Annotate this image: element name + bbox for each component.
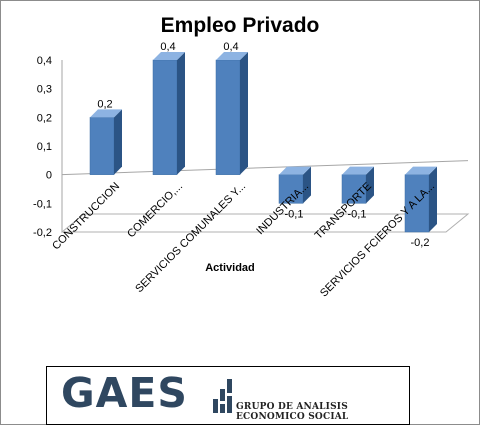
bar-side (366, 166, 374, 204)
x-axis-label: Actividad (205, 262, 255, 274)
bar-side (240, 52, 248, 175)
bar-side (303, 166, 311, 204)
bar (341, 174, 367, 204)
logo-subtitle: GRUPO DE ANALISIS ECONOMICO SOCIAL (236, 402, 349, 422)
bar-side (429, 166, 437, 232)
x-tick-label: SERVICIOS COMUNALES Y... (133, 180, 248, 295)
bar-top (279, 166, 311, 175)
y-tick-label: 0,2 (37, 112, 52, 124)
data-label: 0,4 (223, 41, 238, 53)
x-tick-label: COMERCIO,... (125, 180, 185, 240)
data-label: 0,2 (97, 98, 112, 110)
y-tick-label: 0,1 (37, 141, 52, 153)
y-tick-label: -0,2 (33, 227, 52, 239)
data-label: -0,1 (285, 208, 304, 220)
bar-top (342, 166, 374, 175)
floor-plane (60, 213, 470, 233)
data-label: -0,1 (348, 208, 367, 220)
bar-top (153, 52, 185, 60)
logo-bars-icon (213, 379, 232, 413)
bar-side (114, 109, 122, 175)
x-tick-label: CONSTRUCCION (50, 180, 122, 252)
gaes-logo: GAES GRUPO DE ANALISIS ECONOMICO SOCIAL (46, 366, 410, 425)
y-tick-label: 0,3 (37, 84, 52, 96)
chart-plot: 0,4 0,3 0,2 0,1 0 -0,1 -0,2 0,2 CONSTRUCCION 0,4 C… (33, 41, 470, 299)
y-tick-label: -0,1 (33, 198, 52, 210)
y-tick-label: 0,4 (37, 55, 52, 67)
data-label: 0,4 (160, 41, 175, 53)
bar-top (405, 166, 437, 175)
bar (152, 59, 178, 175)
y-tick-label: 0 (46, 170, 52, 182)
bar (89, 117, 115, 175)
bar (215, 59, 241, 175)
bar (404, 174, 430, 233)
logo-name: GAES (61, 369, 188, 417)
bar-top (216, 52, 248, 60)
bar-top (90, 109, 122, 118)
bar (278, 174, 304, 204)
data-label: -0,2 (411, 237, 430, 249)
bar-side (177, 52, 185, 175)
zero-line (61, 160, 469, 176)
chart-title: Empleo Privado (160, 14, 320, 37)
